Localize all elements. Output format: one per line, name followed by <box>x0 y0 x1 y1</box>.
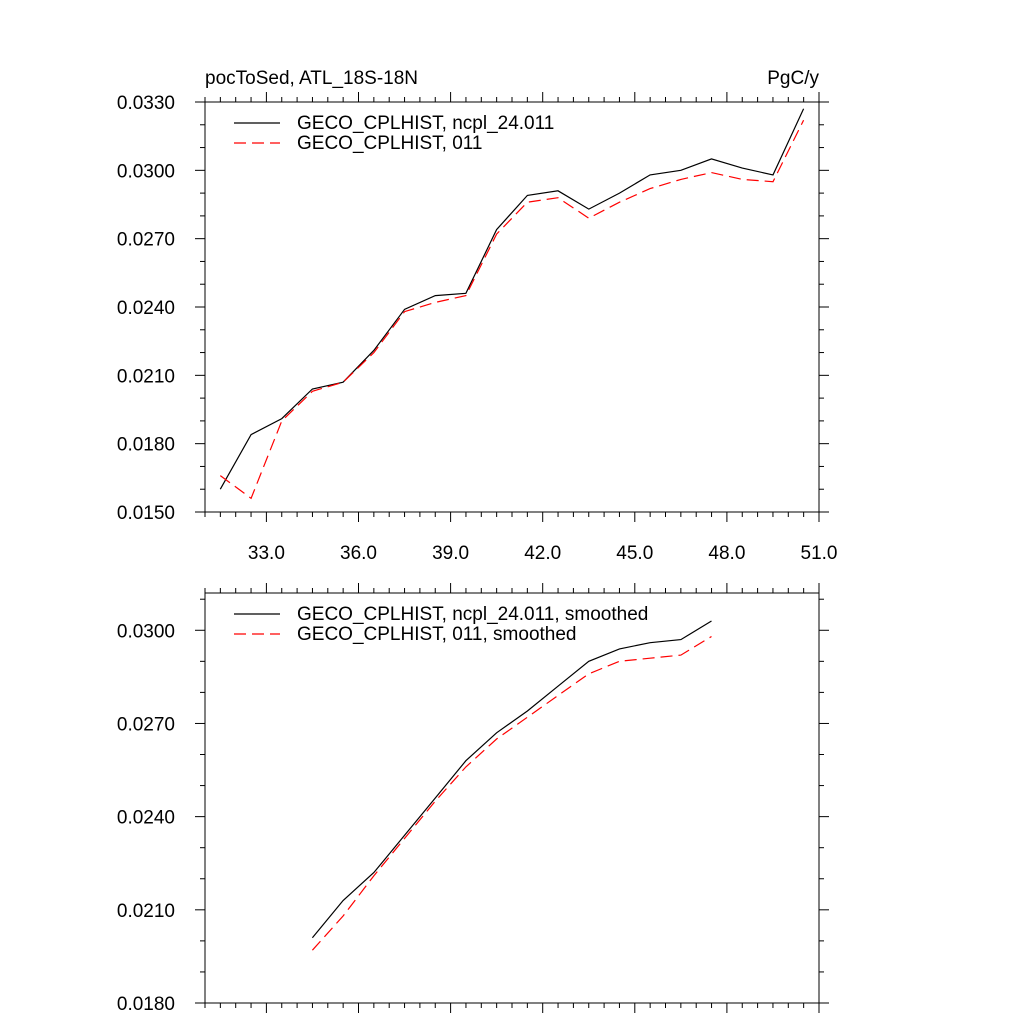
legend-label: GECO_CPLHIST, ncpl_24.011 <box>297 113 554 134</box>
y-tick-label: 0.0270 <box>117 714 175 735</box>
plot-frame <box>204 592 820 1004</box>
legend-label: GECO_CPLHIST, ncpl_24.011, smoothed <box>297 604 648 625</box>
chart-title-left: pocToSed, ATL_18S-18N <box>205 68 418 89</box>
y-tick-label: 0.0150 <box>117 503 175 524</box>
y-tick-label: 0.0210 <box>117 901 175 922</box>
x-tick-label: 33.0 <box>248 543 285 564</box>
series-line-011 <box>311 635 712 951</box>
series-line-011 <box>219 119 805 500</box>
series-line-ncpl-24-011 <box>219 108 805 490</box>
top-chart-panel: 0.0150 0.0180 0.0210 0.0240 0.0270 0.0300 0.03… <box>117 68 838 564</box>
bottom-chart-panel: 0.0180 0.0210 0.0240 0.0270 0.0300 GECO_CPLHI… <box>117 583 829 1015</box>
y-tick-label: 0.0300 <box>117 621 175 642</box>
y-tick-label: 0.0180 <box>117 994 175 1015</box>
x-tick-label: 39.0 <box>432 543 469 564</box>
y-tick-label: 0.0240 <box>117 808 175 829</box>
y-tick-label: 0.0210 <box>117 366 175 387</box>
x-tick-label: 36.0 <box>340 543 377 564</box>
y-tick-label: 0.0300 <box>117 161 175 182</box>
y-tick-label: 0.0330 <box>117 93 175 114</box>
chart-title-right: PgC/y <box>767 68 819 89</box>
y-tick-label: 0.0180 <box>117 435 175 456</box>
series-line-ncpl-24-011 <box>311 620 712 939</box>
legend-label: GECO_CPLHIST, 011, smoothed <box>297 624 577 645</box>
x-tick-label: 45.0 <box>616 543 653 564</box>
x-tick-label: 48.0 <box>708 543 745 564</box>
y-tick-label: 0.0270 <box>117 230 175 251</box>
x-tick-label: 51.0 <box>801 543 838 564</box>
x-tick-label: 42.0 <box>524 543 561 564</box>
y-tick-label: 0.0240 <box>117 298 175 319</box>
legend-label: GECO_CPLHIST, 011 <box>297 133 483 154</box>
